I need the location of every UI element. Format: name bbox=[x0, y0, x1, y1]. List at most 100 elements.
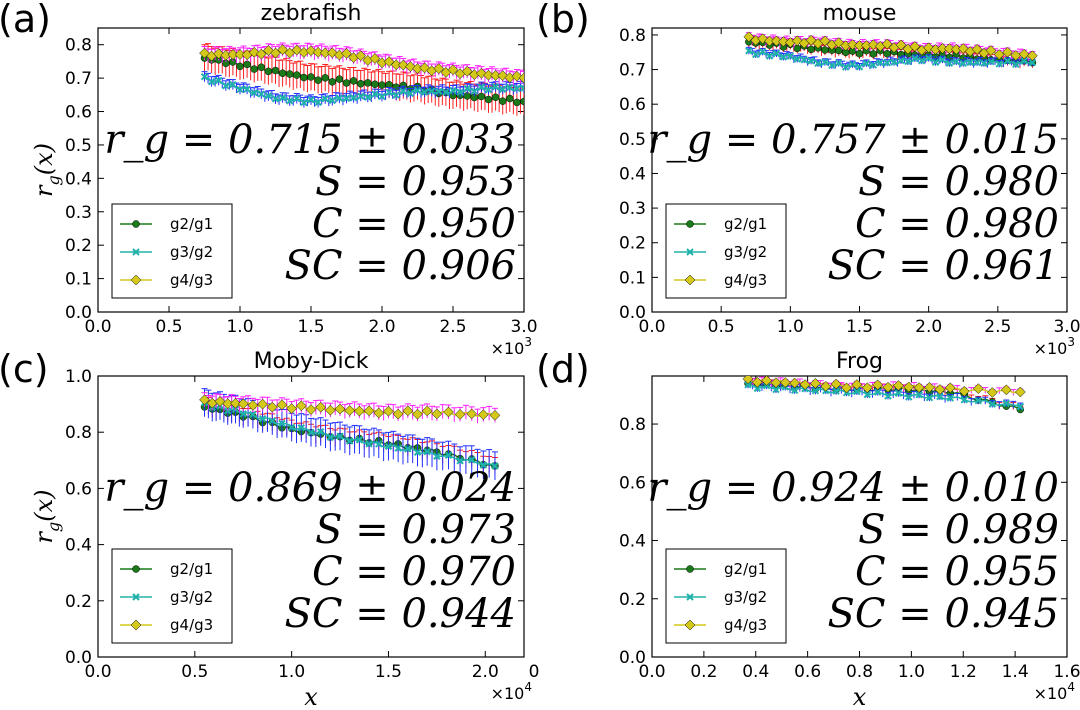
data-point bbox=[342, 94, 351, 103]
data-point bbox=[257, 90, 266, 98]
y-tick-label: 1.0 bbox=[65, 367, 92, 387]
data-point bbox=[258, 414, 267, 423]
stat-C: C = 0.980 bbox=[855, 201, 1059, 247]
data-point bbox=[270, 47, 281, 59]
data-point bbox=[335, 94, 344, 102]
y-tick-label: 0.5 bbox=[65, 136, 92, 156]
data-point bbox=[1003, 57, 1012, 65]
data-point bbox=[770, 377, 782, 389]
data-point bbox=[973, 58, 981, 67]
series-g4-g3 bbox=[199, 42, 524, 86]
data-point bbox=[390, 59, 402, 71]
data-point bbox=[924, 54, 933, 62]
legend-box bbox=[111, 548, 233, 644]
y-tick-label: 0.2 bbox=[619, 234, 646, 254]
y-tick-label: 0.0 bbox=[65, 303, 92, 323]
legend-label: g3/g2 bbox=[170, 243, 213, 261]
data-point bbox=[293, 94, 301, 103]
data-point bbox=[835, 59, 843, 67]
data-point bbox=[307, 428, 315, 437]
data-point bbox=[909, 41, 921, 52]
data-point bbox=[295, 400, 307, 412]
data-point bbox=[397, 59, 409, 71]
data-point bbox=[1012, 60, 1020, 69]
legend-box bbox=[665, 203, 787, 299]
panel-letter: (d) bbox=[536, 347, 590, 391]
chart-panel-2: (b) mouse 0.0 0.5 1.0 1.5 2.0 2.5 3.0 0.0 0.1 0.2 0.… bbox=[536, 0, 1080, 358]
data-point bbox=[498, 85, 507, 93]
x-tick-label: 3.0 bbox=[1053, 317, 1080, 337]
stat-rg: r_g = 0.757 ± 0.015 bbox=[647, 117, 1059, 163]
x-tick-label: 0.5 bbox=[181, 662, 208, 682]
data-point bbox=[305, 404, 317, 415]
data-point bbox=[771, 35, 782, 47]
data-point bbox=[872, 379, 884, 391]
data-point bbox=[752, 50, 760, 59]
y-tick-label: 0.1 bbox=[65, 270, 92, 290]
stat-SC: SC = 0.906 bbox=[285, 243, 516, 289]
data-point bbox=[412, 408, 423, 420]
data-point bbox=[234, 49, 246, 60]
y-tick-label: 0.2 bbox=[65, 236, 92, 256]
x-axis-multiplier: ×103 bbox=[491, 335, 532, 358]
y-label-base: r bbox=[30, 184, 58, 197]
y-label-base: r bbox=[30, 531, 58, 544]
series-g4-g3 bbox=[199, 392, 501, 424]
data-point bbox=[443, 406, 454, 418]
x-tick-label: 0.0 bbox=[84, 662, 111, 682]
data-point bbox=[1000, 384, 1012, 396]
data-point bbox=[433, 452, 441, 460]
x-axis-multiplier-exponent: 4 bbox=[1067, 680, 1075, 694]
data-point bbox=[966, 58, 974, 67]
data-point bbox=[779, 377, 791, 388]
data-point bbox=[326, 47, 338, 59]
x-axis-multiplier: ×104 bbox=[491, 680, 532, 703]
stat-C: C = 0.955 bbox=[855, 549, 1059, 595]
data-point bbox=[883, 50, 891, 58]
data-point bbox=[974, 396, 983, 405]
y-label-sub: g bbox=[44, 175, 63, 185]
data-point bbox=[855, 49, 864, 58]
data-point bbox=[988, 400, 997, 408]
stat-S: S = 0.953 bbox=[315, 159, 516, 205]
data-point bbox=[848, 60, 857, 69]
legend-label: g3/g2 bbox=[724, 243, 767, 261]
data-point bbox=[341, 48, 352, 59]
x-axis-multiplier-exponent: 3 bbox=[1067, 335, 1075, 349]
data-point bbox=[300, 98, 308, 107]
series-g3-g2 bbox=[744, 380, 1025, 411]
data-point bbox=[199, 394, 210, 406]
legend-marker bbox=[132, 220, 140, 228]
data-point bbox=[433, 63, 445, 74]
data-point bbox=[213, 48, 225, 60]
y-label-rest: (x) bbox=[30, 490, 58, 522]
legend-marker bbox=[130, 619, 142, 631]
data-point bbox=[765, 52, 774, 60]
data-point bbox=[325, 404, 336, 416]
data-point bbox=[349, 77, 358, 85]
data-point bbox=[786, 52, 795, 60]
data-point bbox=[349, 94, 358, 102]
x-tick-label: 1.0 bbox=[226, 317, 253, 337]
x-tick-label: 0.0 bbox=[638, 317, 665, 337]
data-point bbox=[484, 95, 493, 104]
data-point bbox=[229, 80, 237, 89]
data-point bbox=[285, 70, 294, 78]
data-point bbox=[315, 401, 327, 413]
y-tick-label: 0.0 bbox=[619, 648, 646, 668]
plot-frame bbox=[97, 375, 525, 658]
y-tick-label: 0.6 bbox=[65, 479, 92, 499]
data-point bbox=[778, 36, 789, 47]
data-point bbox=[230, 398, 241, 409]
data-point bbox=[869, 50, 878, 58]
data-point bbox=[307, 73, 315, 81]
x-tick-label: 0.4 bbox=[742, 662, 769, 682]
stat-C: C = 0.970 bbox=[312, 549, 516, 595]
data-point bbox=[293, 71, 301, 79]
y-tick-label: 0.0 bbox=[619, 303, 646, 323]
data-point bbox=[250, 65, 258, 73]
data-point bbox=[819, 35, 831, 47]
data-point bbox=[520, 84, 524, 92]
series-g4-g3 bbox=[742, 376, 1026, 398]
panel-letter: (a) bbox=[0, 0, 51, 41]
